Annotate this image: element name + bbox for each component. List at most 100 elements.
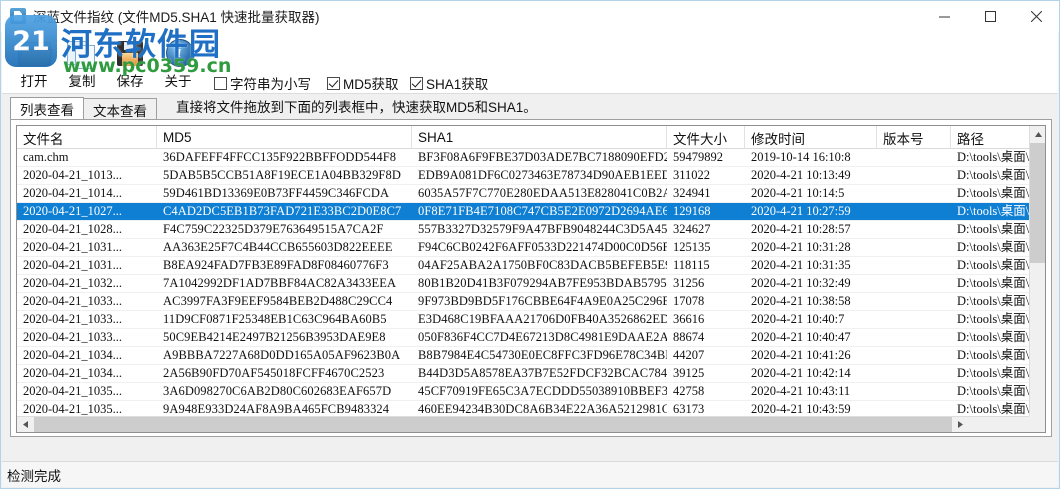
cell-md5: B8EA924FAD7FB3E89FAD8F08460776F3: [163, 258, 389, 272]
column-header-2[interactable]: SHA1: [412, 126, 667, 149]
table-body: cam.chm 36DAFEFF4FFCC135F922BBFFODD544F8 B…: [17, 149, 1029, 417]
save-button[interactable]: 保存: [106, 36, 154, 92]
scroll-left-arrow-icon[interactable]: [17, 417, 34, 433]
tab-text-view[interactable]: 文本查看: [83, 98, 157, 120]
cell-mtime: 2020-4-21 10:27:59: [751, 204, 851, 218]
cell-path: D:\tools\桌面\免费在: [957, 258, 1029, 272]
minimize-button[interactable]: [921, 1, 967, 32]
cell-size: 59479892: [673, 150, 723, 164]
save-button-label: 保存: [116, 74, 144, 89]
cell-path: D:\tools\桌面\免费在: [957, 366, 1029, 380]
file-list-view[interactable]: 文件名 MD5 SHA1 文件大小 修改时间 版本号 路径 cam.chm 36DAFEFF4…: [16, 125, 1046, 433]
cell-sha1: F94C6CB0242F6AFF0533D221474D00C0D56FE57E: [418, 240, 667, 254]
md5-checkbox[interactable]: MD5获取: [327, 73, 399, 93]
cell-sha1: 460EE94234B30DC8A6B34E22A36A5212981CAEB1: [418, 402, 667, 416]
cell-path: D:\tools\桌面\免费在: [957, 168, 1029, 182]
copy-button[interactable]: 复制: [58, 36, 106, 92]
cell-path: D:\tools\桌面\免费在: [957, 312, 1029, 326]
cell-md5: 7A1042992DF1AD7BBF84AC82A3433EEA: [163, 276, 397, 290]
cell-version: [877, 185, 951, 203]
scroll-up-arrow-icon[interactable]: [1030, 126, 1045, 143]
cell-md5: 5DAB5B5CCB51A8F19ECE1A04BB329F8D: [163, 168, 401, 182]
column-header-4[interactable]: 修改时间: [745, 126, 877, 149]
open-button[interactable]: 打开: [10, 36, 58, 92]
column-header-0[interactable]: 文件名: [17, 126, 157, 149]
tab-text-view-label: 文本查看: [93, 103, 147, 119]
cell-sha1: 6035A57F7C770E280EDAA513E828041C0B2A7455: [418, 186, 667, 200]
cell-sha1: 557B3327D32579F9A47BFB9048244C3D5A45C297: [418, 222, 667, 236]
tab-list-view-label: 列表查看: [20, 103, 74, 118]
table-row[interactable]: 2020-04-21_1033... 11D9CF0871F25348EB1C63…: [17, 311, 1029, 329]
info-icon: [161, 36, 195, 68]
cell-path: D:\tools\桌面\免费在: [957, 240, 1029, 254]
table-row[interactable]: 2020-04-21_1027... C4AD2DC5EB1B73FAD721E3…: [17, 203, 1029, 221]
cell-path: D:\tools\桌面\免费在: [957, 402, 1029, 416]
cell-md5: F4C759C22325D379E763649515A7CA2F: [163, 222, 384, 236]
cell-size: 42758: [673, 384, 705, 398]
table-row[interactable]: 2020-04-21_1014... 59D461BD13369E0B73FF44…: [17, 185, 1029, 203]
window-controls: [921, 1, 1059, 32]
cell-mtime: 2020-4-21 10:38:58: [751, 294, 851, 308]
cell-sha1: 9F973BD9BD5F176CBBE64F4A9E0A25C296BF1272: [418, 294, 667, 308]
cell-mtime: 2020-4-21 10:43:59: [751, 402, 851, 416]
cell-sha1: B8B7984E4C54730E0EC8FFC3FD96E78C34BD0A6B: [418, 348, 667, 362]
cell-version: [877, 365, 951, 383]
table-row[interactable]: 2020-04-21_1035... 9A948E933D24AF8A9BA465…: [17, 401, 1029, 417]
cell-sha1: E3D468C19BFAAA21706D0FB40A3526862ED8C354: [418, 312, 667, 326]
scrollbar-corner: [1029, 416, 1045, 432]
table-row[interactable]: 2020-04-21_1034... 2A56B90FD70AF545018FCF…: [17, 365, 1029, 383]
cell-name: 2020-04-21_1034...: [23, 366, 122, 380]
horizontal-scrollbar[interactable]: [17, 416, 1029, 432]
cell-path: D:\tools\桌面\免费在: [957, 222, 1029, 236]
table-row[interactable]: 2020-04-21_1013... 5DAB5B5CCB51A8F19ECE1A…: [17, 167, 1029, 185]
tab-list-view[interactable]: 列表查看: [10, 97, 84, 120]
cell-size: 324941: [673, 186, 711, 200]
table-row[interactable]: 2020-04-21_1033... 50C9EB4214E2497B21256B…: [17, 329, 1029, 347]
column-header-1[interactable]: MD5: [157, 126, 412, 149]
table-row[interactable]: 2020-04-21_1031... B8EA924FAD7FB3E89FAD8F…: [17, 257, 1029, 275]
cell-version: [877, 383, 951, 401]
table-row[interactable]: 2020-04-21_1032... 7A1042992DF1AD7BBF84AC…: [17, 275, 1029, 293]
scroll-right-arrow-icon[interactable]: [952, 417, 969, 433]
table-row[interactable]: 2020-04-21_1031... AA363E25F7C4B44CCB6556…: [17, 239, 1029, 257]
cell-size: 324627: [673, 222, 711, 236]
cell-size: 125135: [673, 240, 711, 254]
cell-version: [877, 275, 951, 293]
cell-version: [877, 347, 951, 365]
cell-path: D:\tools\桌面\免费在: [957, 294, 1029, 308]
vertical-scrollbar[interactable]: [1029, 126, 1045, 432]
cell-sha1: 45CF70919FE65C3A7ECDDD55038910BBEF381594: [418, 384, 667, 398]
table-header: 文件名 MD5 SHA1 文件大小 修改时间 版本号 路径: [17, 126, 1045, 149]
cell-name: 2020-04-21_1031...: [23, 240, 122, 254]
table-row[interactable]: 2020-04-21_1028... F4C759C22325D379E76364…: [17, 221, 1029, 239]
tab-bar: 列表查看 文本查看: [10, 97, 1052, 120]
cell-md5: 36DAFEFF4FFCC135F922BBFFODD544F8: [163, 150, 397, 164]
cell-size: 63173: [673, 402, 705, 416]
table-row[interactable]: 2020-04-21_1035... 3A6D098270C6AB2D80C602…: [17, 383, 1029, 401]
horizontal-scrollbar-thumb[interactable]: [34, 416, 952, 432]
cell-md5: 3A6D098270C6AB2D80C602683EAF657D: [163, 384, 392, 398]
column-header-5[interactable]: 版本号: [877, 126, 951, 149]
cell-size: 31256: [673, 276, 705, 290]
about-button[interactable]: 关于: [154, 36, 202, 92]
table-row[interactable]: cam.chm 36DAFEFF4FFCC135F922BBFFODD544F8 B…: [17, 149, 1029, 167]
column-header-3[interactable]: 文件大小: [667, 126, 745, 149]
cell-name: 2020-04-21_1033...: [23, 312, 122, 326]
vertical-scrollbar-thumb[interactable]: [1030, 143, 1045, 263]
cell-md5: 11D9CF0871F25348EB1C63C964BA60B5: [163, 312, 387, 326]
cell-sha1: B44D3D5A8578EA37B7E52FDCF32BCAC7844C59A5: [418, 366, 667, 380]
cell-name: 2020-04-21_1035...: [23, 402, 122, 416]
table-row[interactable]: 2020-04-21_1033... AC3997FA3F9EEF9584BEB2…: [17, 293, 1029, 311]
maximize-button[interactable]: [967, 1, 1013, 32]
lowercase-checkbox[interactable]: 字符串为小写: [214, 73, 311, 93]
cell-sha1: 0F8E71FB4E7108C747CB5E2E0972D2694AE68458: [418, 204, 667, 218]
cell-md5: C4AD2DC5EB1B73FAD721E33BC2D0E8C7: [163, 204, 402, 218]
sha1-checkbox[interactable]: SHA1获取: [410, 73, 488, 93]
copy-icon: [65, 36, 99, 69]
column-header-6[interactable]: 路径: [951, 126, 1045, 149]
table-row[interactable]: 2020-04-21_1034... A9BBBA7227A68D0DD165A0…: [17, 347, 1029, 365]
cell-name: 2020-04-21_1014...: [23, 186, 122, 200]
close-button[interactable]: [1013, 1, 1059, 32]
cell-name: cam.chm: [23, 150, 69, 164]
cell-path: D:\tools\桌面\免费在: [957, 186, 1029, 200]
